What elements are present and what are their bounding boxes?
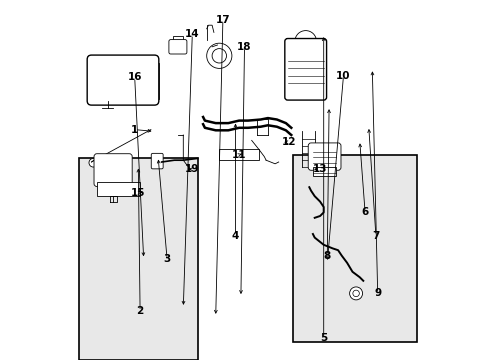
Text: 8: 8: [323, 251, 330, 261]
Bar: [312, 167, 336, 176]
Text: 14: 14: [184, 29, 199, 39]
Text: 17: 17: [215, 15, 230, 25]
Circle shape: [212, 49, 226, 63]
Circle shape: [206, 43, 231, 68]
Bar: [150, 63, 159, 99]
Text: 3: 3: [163, 254, 170, 264]
Bar: [109, 164, 117, 178]
Circle shape: [250, 152, 256, 157]
Bar: [97, 182, 140, 196]
Text: 9: 9: [373, 288, 381, 298]
Text: 4: 4: [231, 231, 239, 241]
Circle shape: [222, 152, 227, 157]
Circle shape: [244, 152, 248, 157]
FancyBboxPatch shape: [94, 154, 132, 186]
FancyBboxPatch shape: [307, 143, 340, 170]
Bar: [118, 164, 125, 178]
Text: 12: 12: [282, 137, 296, 147]
Bar: [292, 155, 416, 342]
Text: 15: 15: [131, 188, 145, 198]
Text: 7: 7: [371, 231, 379, 241]
Text: 11: 11: [231, 150, 246, 160]
FancyBboxPatch shape: [168, 40, 186, 54]
Circle shape: [89, 158, 98, 167]
Circle shape: [349, 287, 362, 300]
Text: 2: 2: [136, 306, 143, 316]
Bar: [219, 149, 258, 160]
FancyBboxPatch shape: [87, 55, 159, 105]
Text: 10: 10: [336, 71, 350, 81]
Circle shape: [352, 290, 359, 297]
Circle shape: [229, 152, 234, 157]
Circle shape: [236, 152, 241, 157]
Text: 13: 13: [312, 164, 326, 174]
Text: 19: 19: [185, 164, 199, 174]
Circle shape: [294, 31, 316, 52]
Text: 18: 18: [237, 42, 251, 52]
Text: 6: 6: [361, 207, 368, 217]
Text: 5: 5: [320, 333, 326, 343]
Bar: [101, 164, 107, 178]
FancyBboxPatch shape: [284, 39, 326, 100]
Text: 16: 16: [127, 72, 142, 82]
Bar: [172, 36, 183, 41]
Bar: [79, 158, 197, 360]
Text: 1: 1: [131, 125, 138, 135]
FancyBboxPatch shape: [151, 153, 163, 169]
